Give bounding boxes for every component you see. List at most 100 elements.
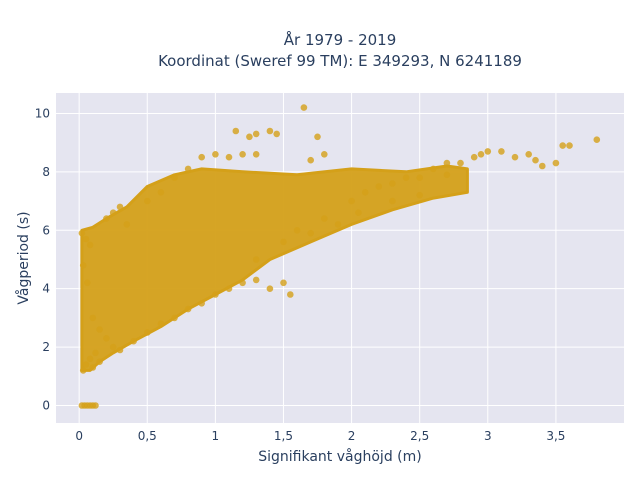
scatter-point [321, 151, 328, 158]
scatter-point [314, 133, 321, 141]
scatter-point [334, 221, 342, 228]
y-tick-label: 0 [42, 398, 50, 412]
scatter-point [171, 174, 178, 181]
scatter-point [225, 153, 233, 161]
y-tick-label: 8 [42, 165, 50, 179]
x-axis-label: Signifikant våghöjd (m) [258, 448, 421, 465]
scatter-point [82, 235, 90, 243]
scatter-point [355, 209, 362, 216]
scatter-point [116, 203, 124, 211]
scatter-point [232, 127, 240, 135]
scatter-point [470, 153, 478, 161]
scatter-point [86, 241, 94, 249]
cloud-layer [80, 164, 469, 372]
scatter-point [389, 197, 396, 205]
points-layer [78, 104, 601, 409]
scatter-point [375, 183, 383, 190]
y-tick-label: 4 [42, 282, 50, 296]
x-tick-label: 0 [75, 429, 83, 443]
scatter-point [89, 364, 97, 371]
scatter-point [307, 156, 315, 164]
scatter-point [416, 174, 424, 181]
scatter-point [280, 279, 287, 287]
scatter-point [252, 151, 260, 158]
scatter-point [252, 256, 260, 263]
chart-title-line1: År 1979 - 2019 [284, 30, 397, 49]
scatter-point [184, 305, 192, 313]
scatter-point [477, 151, 485, 158]
scatter-point [86, 355, 94, 363]
scatter-point [361, 189, 369, 196]
scatter-point [82, 361, 90, 368]
scatter-point [171, 314, 178, 322]
x-tick-labels: 0 0,5 1 1,5 2 2,5 3 3,5 [75, 429, 565, 443]
scatter-point [96, 358, 103, 366]
scatter-point [144, 197, 151, 205]
scatter-point [293, 227, 301, 234]
scatter-point [307, 229, 315, 237]
scatter-point [184, 165, 192, 173]
scatter-point [84, 279, 91, 287]
y-tick-label: 10 [35, 106, 50, 120]
scatter-point [566, 142, 573, 149]
scatter-point [157, 189, 165, 196]
scatter-point [498, 148, 505, 155]
scatter-point [457, 159, 464, 167]
scatter-point [539, 162, 546, 170]
scatter-point [239, 279, 246, 287]
scatter-point [430, 165, 437, 173]
scatter-point [212, 291, 219, 298]
scatter-point [92, 402, 99, 409]
scatter-point [559, 142, 566, 149]
x-tick-label: 1 [212, 429, 220, 443]
scatter-point [287, 291, 294, 298]
scatter-point [532, 156, 539, 164]
scatter-point [123, 221, 131, 228]
x-tick-label: 0,5 [138, 429, 157, 443]
x-tick-label: 2,5 [410, 429, 429, 443]
scatter-point [593, 136, 601, 143]
scatter-point [273, 130, 281, 138]
dense-point-cloud [80, 164, 469, 372]
scatter-point [525, 151, 532, 158]
y-tick-labels: 0 2 4 6 8 10 [35, 106, 50, 412]
scatter-point [79, 262, 87, 269]
scatter-point [280, 238, 287, 246]
scatter-point [416, 191, 424, 199]
scatter-point [103, 335, 110, 342]
scatter-point [443, 171, 451, 179]
scatter-point [246, 133, 253, 141]
scatter-point [321, 215, 328, 222]
scatter-point [252, 276, 260, 284]
chart-title-line2: Koordinat (Sweref 99 TM): E 349293, N 62… [158, 52, 522, 70]
scatter-point [109, 343, 117, 351]
scatter-point [92, 349, 99, 357]
scatter-point [239, 151, 246, 158]
x-tick-label: 3 [484, 429, 492, 443]
scatter-point [103, 215, 110, 222]
scatter-point [89, 314, 97, 322]
scatter-point [252, 130, 260, 138]
scatter-point [157, 320, 165, 328]
scatter-point [144, 329, 151, 336]
scatter-point [212, 151, 219, 158]
scatter-point [389, 180, 396, 187]
scatter-point [198, 153, 205, 161]
scatter-point [130, 337, 137, 345]
scatter-point [511, 153, 519, 161]
scatter-point [300, 104, 308, 111]
x-tick-label: 3,5 [546, 429, 565, 443]
x-tick-label: 1,5 [274, 429, 293, 443]
y-axis-label: Vågperiod (s) [15, 211, 32, 304]
scatter-point [443, 159, 451, 167]
scatter-point [402, 174, 410, 181]
scatter-point [96, 326, 103, 333]
scatter-point [552, 159, 560, 167]
scatter-point [266, 285, 274, 293]
scatter-point [484, 148, 492, 155]
scatter-point [109, 209, 117, 216]
scatter-point [79, 367, 87, 374]
scatter-point [116, 346, 124, 354]
